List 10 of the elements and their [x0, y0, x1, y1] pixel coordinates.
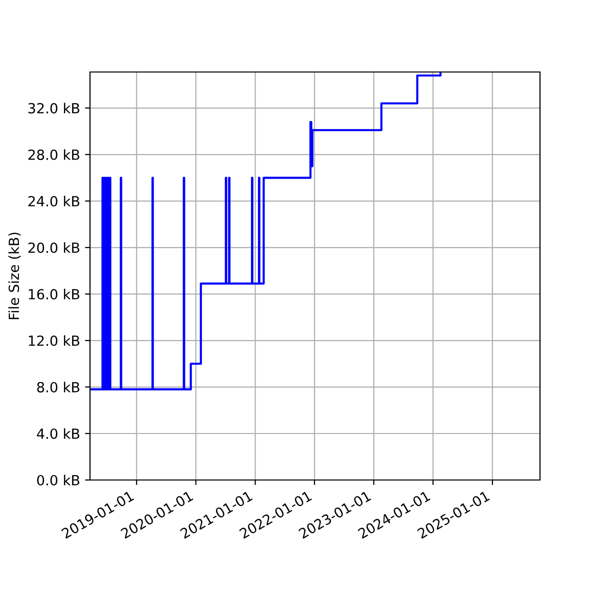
y-tick-label: 12.0 kB — [28, 335, 80, 346]
y-tick-label: 24.0 kB — [28, 196, 80, 206]
y-tick-label: 20.0 kB — [28, 242, 80, 253]
y-tick-label: 8.0 kB — [37, 382, 80, 392]
y-tick-label: 16.0 kB — [28, 288, 80, 300]
y-tick-label: 4.0 kB — [36, 428, 80, 439]
y-axis-title: File Size (kB) — [8, 232, 21, 320]
y-tick-label: 0.0 kB — [37, 474, 80, 486]
y-tick-label: 28.0 kB — [28, 149, 80, 160]
y-tick-label: 32.0 kB — [28, 102, 80, 114]
